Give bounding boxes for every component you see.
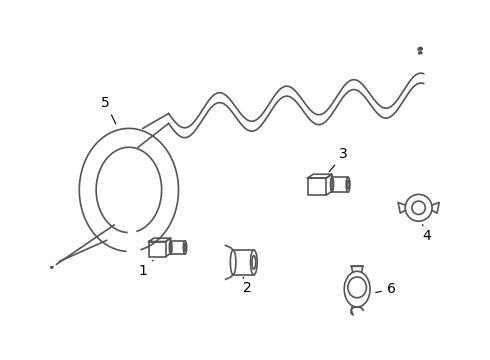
Text: 4: 4 (422, 225, 431, 243)
Text: 1: 1 (139, 260, 153, 278)
Text: 3: 3 (329, 147, 348, 172)
Text: 6: 6 (376, 282, 396, 296)
Text: 5: 5 (101, 95, 116, 124)
Text: 2: 2 (243, 277, 252, 295)
